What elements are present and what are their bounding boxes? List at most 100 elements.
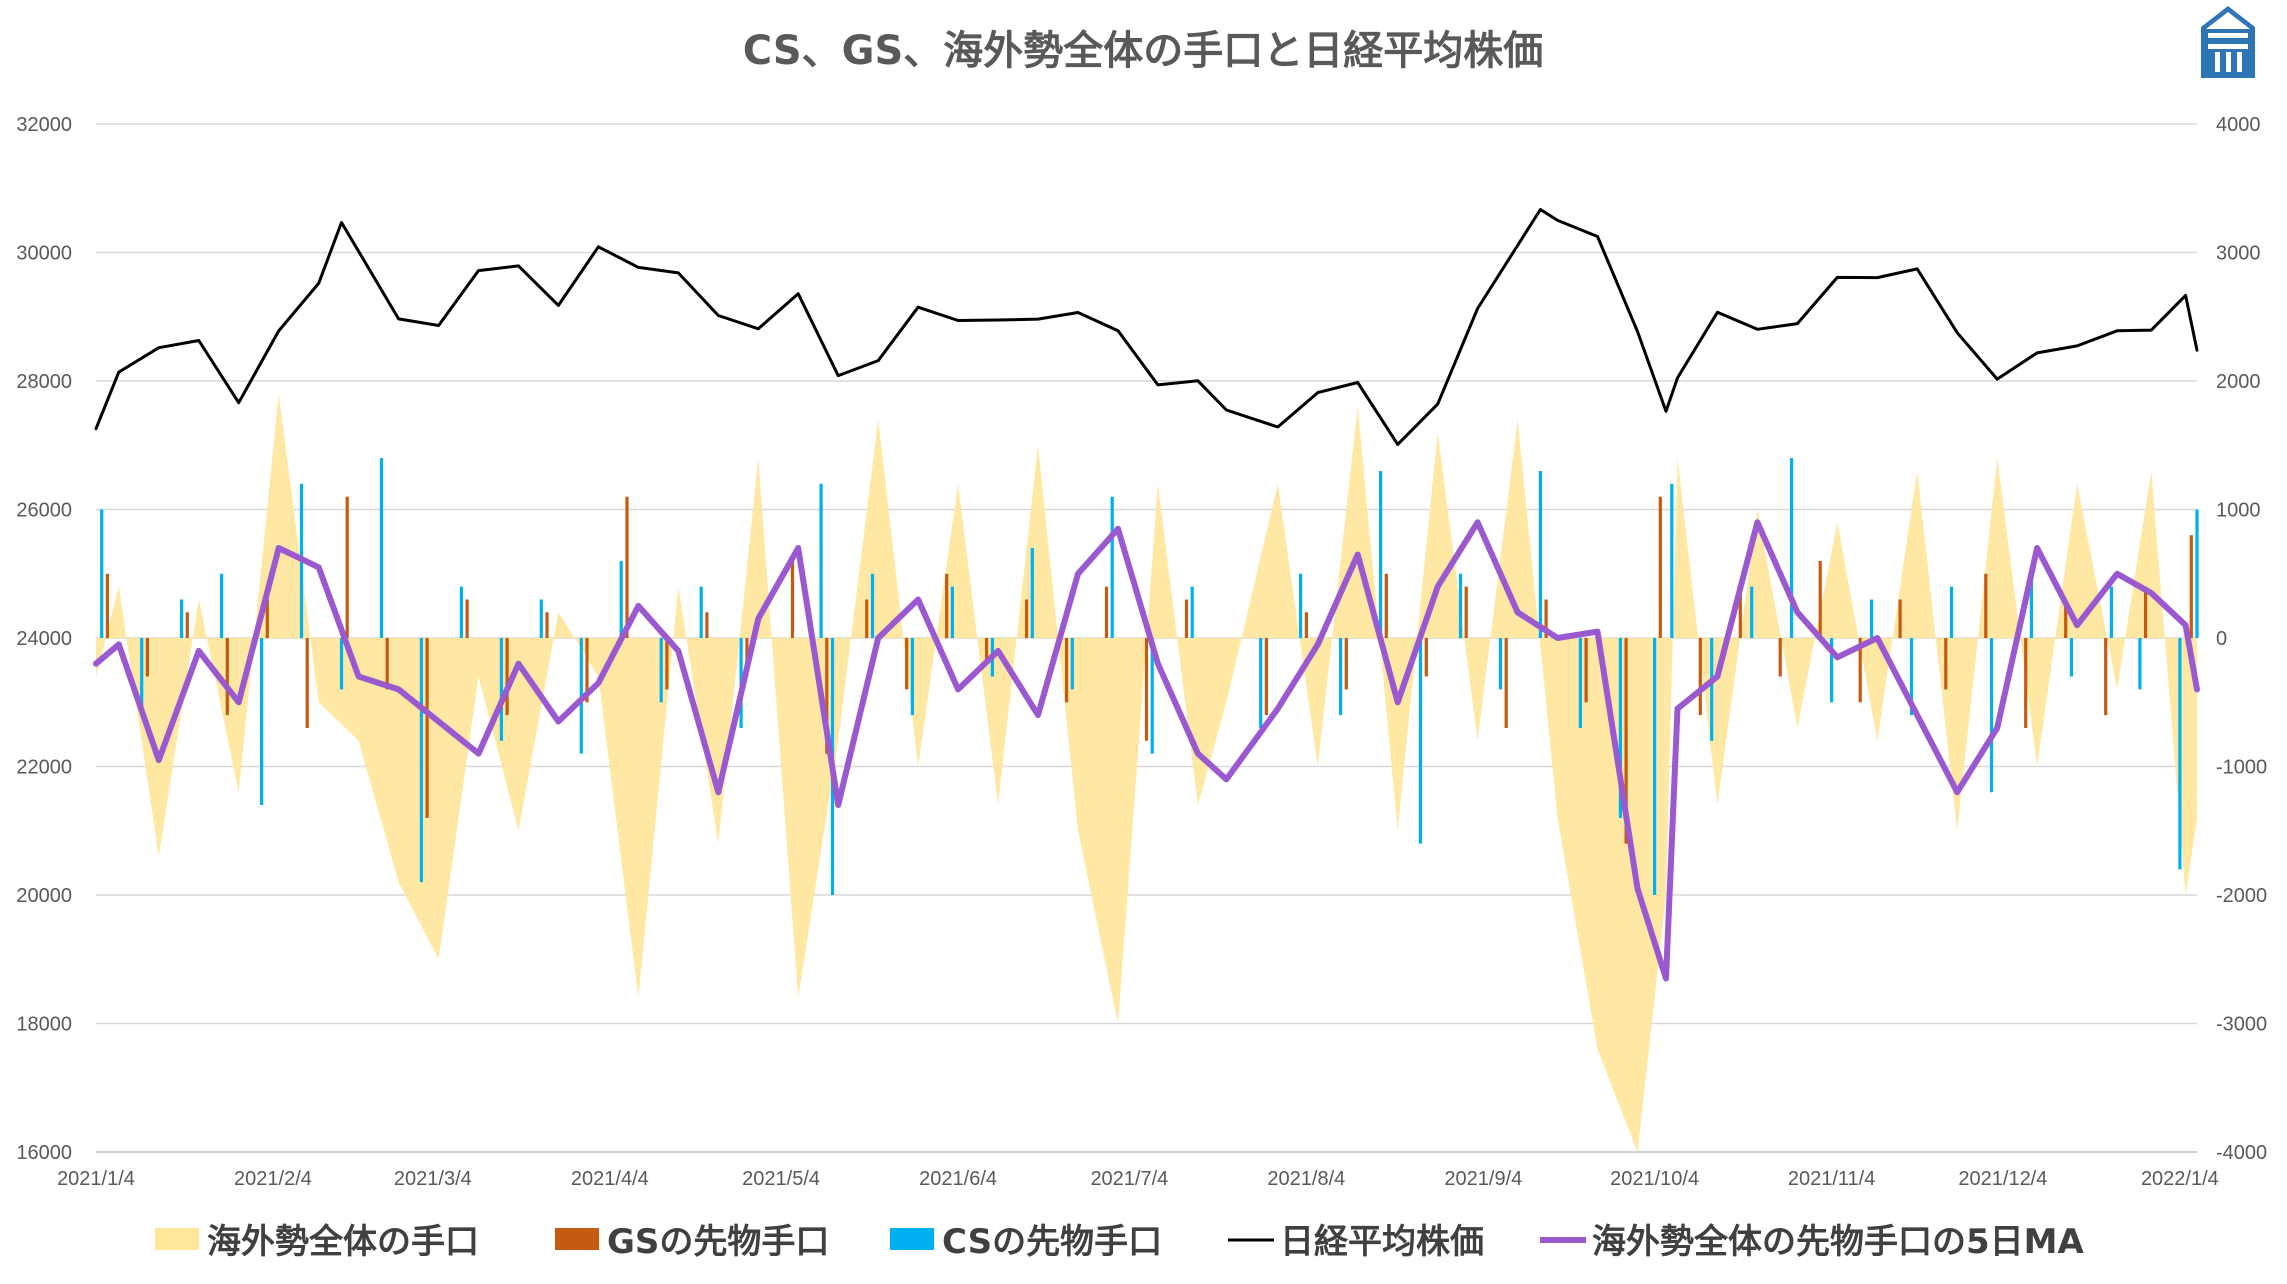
bar-cs — [1830, 638, 1834, 703]
right-tick-label: -3000 — [2216, 1014, 2267, 1036]
left-tick-label: 22000 — [16, 757, 72, 779]
bar-gs — [825, 638, 829, 754]
bar-cs — [539, 599, 543, 638]
bar-cs — [1299, 573, 1303, 639]
bar-gs — [505, 638, 509, 716]
bar-gs — [2144, 586, 2148, 638]
legend-swatch — [555, 1228, 599, 1250]
bar-gs — [145, 638, 149, 677]
bar-gs — [185, 612, 189, 638]
bar-gs — [305, 638, 309, 728]
left-axis-ticks: 32000 30000 28000 26000 24000 22000 20000 18000… — [16, 114, 72, 1164]
left-tick-label: 16000 — [16, 1142, 72, 1164]
bar-gs — [1144, 638, 1149, 741]
x-tick-label: 2021/6/4 — [919, 1168, 997, 1190]
right-tick-label: 1000 — [2216, 500, 2261, 522]
line-ma5 — [93, 519, 2200, 982]
bar-cs — [659, 638, 663, 703]
bar-gs — [865, 599, 869, 638]
bar-cs — [2109, 586, 2113, 638]
bar-cs — [910, 638, 914, 716]
x-tick-label: 2021/4/4 — [571, 1168, 649, 1190]
bar-gs — [665, 638, 669, 690]
bar-gs — [1738, 586, 1742, 638]
x-tick-label: 2021/1/4 — [57, 1168, 135, 1190]
left-tick-label: 20000 — [16, 885, 72, 907]
bar-gs — [1898, 599, 1902, 638]
right-tick-label: 0 — [2216, 628, 2227, 650]
bar-cs — [1670, 483, 1674, 638]
bar-gs — [1184, 599, 1189, 638]
bar-gs — [1984, 573, 1988, 639]
bar-cs — [100, 509, 104, 638]
legend-label: GSの先物手口 — [607, 1222, 829, 1262]
left-tick-label: 24000 — [16, 628, 72, 650]
bar-gs — [625, 496, 629, 638]
legend-label: 海外勢全体の先物手口の5日MA — [1592, 1222, 2084, 1262]
bar-cs — [379, 458, 384, 638]
bar-gs — [1658, 496, 1662, 638]
legend-label: CSの先物手口 — [942, 1222, 1162, 1262]
x-tick-label: 2021/3/4 — [394, 1168, 472, 1190]
bar-cs — [1458, 573, 1463, 639]
bar-cs — [1538, 471, 1542, 638]
series-lines — [93, 208, 2200, 982]
right-tick-label: 4000 — [2216, 114, 2261, 136]
bar-cs — [1150, 638, 1154, 754]
grid-lines — [96, 123, 2197, 1153]
bar-gs — [1504, 638, 1508, 728]
x-tick-label: 2021/8/4 — [1267, 1168, 1345, 1190]
bar-gs — [1464, 586, 1468, 638]
left-tick-label: 18000 — [16, 1014, 72, 1036]
x-tick-label: 2021/10/4 — [1610, 1168, 1699, 1190]
bar-gs — [790, 560, 795, 638]
bar-gs — [2064, 599, 2068, 638]
bar-gs — [105, 573, 109, 639]
right-tick-label: -1000 — [2216, 757, 2267, 779]
bar-gs — [545, 612, 549, 638]
bar-cs — [1909, 638, 1914, 716]
legend-swatch — [155, 1228, 199, 1250]
area-foreign-total — [96, 393, 2197, 1152]
right-tick-label: -4000 — [2216, 1142, 2267, 1164]
x-tick-label: 2021/5/4 — [742, 1168, 820, 1190]
bar-gs — [945, 573, 949, 639]
right-tick-label: -2000 — [2216, 885, 2267, 907]
bar-gs — [1304, 612, 1308, 638]
x-tick-label: 2021/9/4 — [1444, 1168, 1522, 1190]
right-tick-label: 3000 — [2216, 243, 2261, 265]
bar-cs — [819, 483, 823, 638]
legend: 海外勢全体の手口 GSの先物手口 CSの先物手口 日経平均株価 海外勢全体の先物手口の5… — [155, 1222, 2084, 1262]
bar-cs — [140, 638, 144, 716]
bar-gs — [1698, 638, 1702, 716]
legend-label: 海外勢全体の手口 — [207, 1222, 479, 1262]
bar-cs — [1498, 638, 1503, 690]
bar-gs — [1818, 560, 1822, 638]
chart-title: CS、GS、海外勢全体の手口と日経平均株価 — [743, 28, 1544, 74]
bar-cs — [220, 573, 224, 639]
right-axis-ticks: 4000 3000 2000 1000 0 -1000 -2000 -3000 -4000 — [2216, 114, 2267, 1164]
bar-gs — [1778, 638, 1782, 677]
left-tick-label: 28000 — [16, 371, 72, 393]
bar-gs — [1344, 638, 1348, 690]
line-nikkei — [94, 208, 2199, 446]
bar-gs — [465, 599, 469, 638]
bar-gs — [1025, 599, 1029, 638]
bar-gs — [2189, 535, 2193, 638]
bar-cs — [1618, 638, 1622, 818]
bar-cs — [1653, 638, 1657, 895]
bar-cs — [1339, 638, 1343, 716]
left-tick-label: 30000 — [16, 243, 72, 265]
series-area-foreign-total — [96, 393, 2197, 1152]
logo-icon — [2201, 6, 2255, 78]
bar-cs — [1578, 638, 1582, 728]
bar-cs — [180, 599, 184, 638]
bar-cs — [1379, 471, 1383, 638]
bar-cs — [870, 573, 875, 639]
bar-cs — [1110, 496, 1114, 638]
bar-gs — [2104, 638, 2108, 716]
bar-cs — [1710, 638, 1714, 741]
bar-cs — [619, 560, 623, 638]
bar-gs — [225, 638, 229, 716]
bar-cs — [2138, 638, 2142, 690]
